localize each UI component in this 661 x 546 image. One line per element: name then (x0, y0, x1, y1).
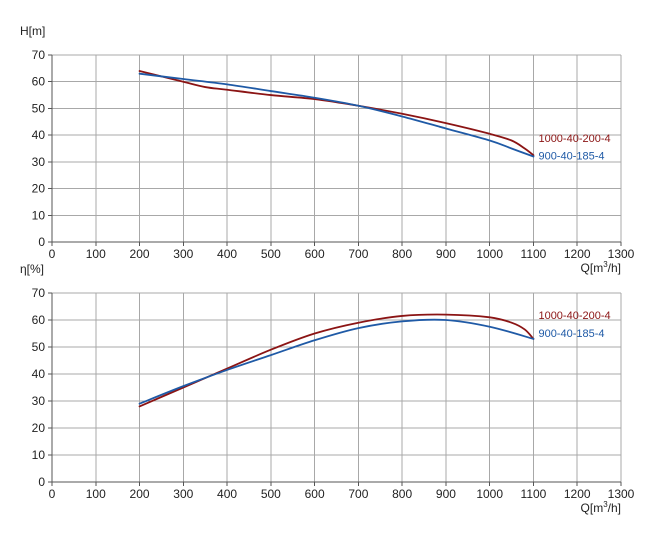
y-tick-label: 0 (38, 235, 45, 249)
x-tick-label: 900 (436, 247, 456, 261)
y-tick-label: 30 (32, 155, 46, 169)
x-tick-label: 1100 (521, 487, 547, 501)
series-line-0 (138, 313, 535, 408)
chart-1: 0 100 200 300 400 500 600 700 800 900 1000 1100 1200… (20, 262, 635, 515)
y-tick-label: 0 (38, 475, 45, 489)
x-tick-label: 1200 (564, 487, 591, 501)
y-tick-label: 70 (32, 48, 46, 62)
x-tick-label: 600 (305, 487, 325, 501)
y-tick-label: 20 (32, 421, 46, 435)
x-tick-label: 1300 (608, 247, 635, 261)
x-tick-label: 500 (261, 487, 281, 501)
y-tick-label: 70 (32, 286, 46, 300)
x-tick-label: 100 (86, 487, 106, 501)
y-tick-label: 10 (32, 208, 46, 222)
chart-0: 0 100 200 300 400 500 600 700 800 900 1000 1100 1200… (20, 24, 635, 275)
y-tick-label: 60 (32, 75, 46, 89)
series-label-0: 1000-40-200-4 (538, 310, 610, 322)
y-tick-label: 20 (32, 182, 46, 196)
series-label-1: 900-40-185-4 (538, 151, 604, 163)
y-tick-label: 50 (32, 340, 46, 354)
x-tick-label: 500 (261, 247, 281, 261)
x-tick-label: 800 (392, 247, 412, 261)
series-line-1 (138, 318, 535, 405)
x-tick-label: 600 (305, 247, 325, 261)
y-tick-label: 10 (32, 448, 46, 462)
y-tick-label: 40 (32, 128, 46, 142)
x-tick-label: 200 (130, 487, 150, 501)
series-label-1: 900-40-185-4 (538, 328, 604, 340)
y-tick-label: 30 (32, 394, 46, 408)
x-tick-label: 200 (130, 247, 150, 261)
x-tick-label: 700 (348, 487, 368, 501)
series-line-0 (138, 70, 535, 157)
x-tick-label: 0 (49, 487, 56, 501)
x-tick-label: 1000 (476, 247, 503, 261)
x-tick-label: 1200 (564, 247, 591, 261)
y-tick-label: 60 (32, 313, 46, 327)
x-axis-label: Q[m3/h] (581, 260, 621, 275)
x-tick-label: 1100 (521, 247, 547, 261)
x-tick-label: 800 (392, 487, 412, 501)
y-axis-label: H[m] (20, 24, 45, 38)
x-tick-label: 300 (173, 247, 193, 261)
x-tick-label: 0 (49, 247, 56, 261)
x-axis-label: Q[m3/h] (581, 500, 621, 515)
x-tick-label: 1300 (608, 487, 635, 501)
x-tick-label: 100 (86, 247, 106, 261)
y-tick-label: 50 (32, 101, 46, 115)
y-tick-label: 40 (32, 367, 46, 381)
series-label-0: 1000-40-200-4 (538, 133, 610, 145)
series-line-1 (138, 72, 535, 158)
x-tick-label: 300 (173, 487, 193, 501)
x-tick-label: 1000 (476, 487, 503, 501)
x-tick-label: 400 (217, 247, 237, 261)
x-tick-label: 900 (436, 487, 456, 501)
y-axis-label: η[%] (20, 262, 44, 276)
x-tick-label: 700 (348, 247, 368, 261)
x-tick-label: 400 (217, 487, 237, 501)
